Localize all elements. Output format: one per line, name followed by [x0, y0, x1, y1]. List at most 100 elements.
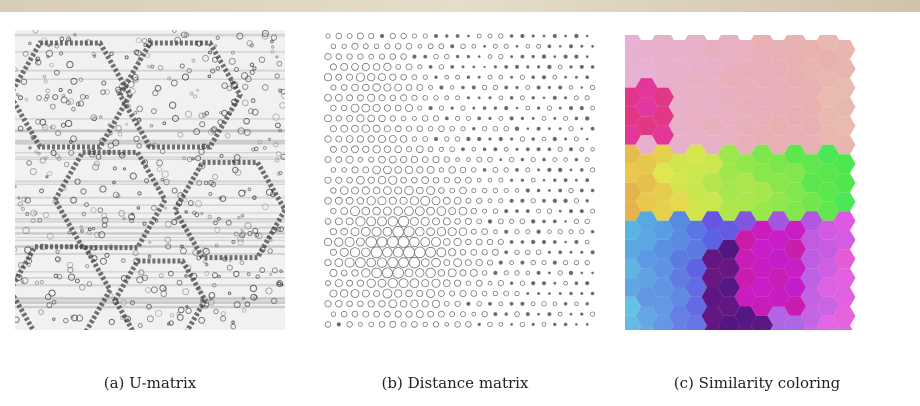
- texture: [519, 136, 526, 142]
- texture: [573, 218, 580, 224]
- texture: [481, 126, 488, 132]
- texture: [413, 246, 426, 259]
- texture: [104, 252, 110, 258]
- texture: [579, 168, 584, 172]
- texture: [196, 180, 203, 186]
- texture: [438, 167, 444, 173]
- texture: [558, 167, 563, 173]
- texture: [455, 54, 460, 59]
- texture: [453, 279, 462, 287]
- texture: [279, 269, 283, 273]
- texture: [48, 289, 56, 297]
- texture: [548, 127, 551, 131]
- texture: [74, 278, 80, 284]
- texture: [154, 218, 159, 223]
- texture: [20, 206, 25, 211]
- texture: [498, 74, 504, 80]
- texture: [767, 154, 790, 174]
- texture: [383, 145, 392, 153]
- texture: [497, 238, 504, 245]
- texture: [436, 226, 447, 237]
- texture: [625, 239, 641, 259]
- texture: [784, 296, 806, 316]
- texture: [412, 54, 417, 59]
- texture: [426, 165, 435, 174]
- texture: [68, 149, 75, 156]
- texture: [453, 197, 462, 205]
- u-matrix-image: [15, 30, 285, 330]
- texture: [487, 321, 493, 328]
- texture: [734, 173, 757, 193]
- texture: [190, 272, 198, 280]
- texture: [335, 300, 343, 308]
- texture: [389, 53, 396, 60]
- texture: [541, 301, 547, 307]
- texture: [487, 177, 493, 183]
- texture: [230, 79, 234, 83]
- texture: [233, 231, 239, 237]
- texture: [476, 156, 483, 163]
- texture: [377, 175, 387, 185]
- texture: [444, 74, 450, 80]
- texture: [91, 245, 97, 251]
- texture: [240, 214, 245, 218]
- texture: [668, 268, 691, 288]
- texture: [625, 258, 641, 278]
- texture: [537, 312, 540, 316]
- texture: [350, 103, 360, 113]
- texture: [201, 247, 208, 253]
- texture: [584, 157, 590, 163]
- texture: [498, 136, 503, 142]
- texture: [421, 156, 429, 163]
- texture: [182, 288, 190, 296]
- texture: [563, 54, 568, 59]
- texture: [100, 212, 108, 219]
- texture: [590, 65, 595, 69]
- texture: [384, 310, 391, 318]
- texture: [701, 59, 724, 79]
- texture: [387, 278, 398, 289]
- texture: [569, 250, 573, 254]
- texture: [230, 323, 237, 330]
- texture: [718, 35, 740, 50]
- texture: [432, 217, 440, 226]
- texture: [552, 240, 557, 244]
- texture: [525, 209, 530, 214]
- texture: [590, 188, 595, 193]
- texture: [187, 200, 194, 206]
- texture: [638, 325, 655, 330]
- texture: [817, 125, 839, 145]
- texture: [504, 85, 509, 90]
- texture: [165, 243, 172, 250]
- texture: [239, 232, 246, 239]
- texture: [530, 177, 536, 183]
- texture: [464, 259, 472, 267]
- texture: [800, 192, 823, 212]
- texture: [151, 108, 157, 115]
- texture: [79, 243, 84, 248]
- texture: [366, 278, 376, 288]
- texture: [701, 306, 724, 326]
- texture: [357, 156, 364, 163]
- texture: [351, 42, 359, 50]
- texture: [121, 258, 126, 263]
- texture: [383, 125, 391, 133]
- texture: [552, 219, 557, 224]
- texture: [585, 322, 589, 326]
- texture: [154, 309, 163, 317]
- texture: [276, 171, 281, 176]
- texture: [784, 220, 806, 240]
- texture: [515, 44, 519, 48]
- texture: [63, 161, 70, 168]
- texture: [476, 197, 483, 204]
- texture: [541, 136, 547, 142]
- texture: [718, 277, 740, 297]
- texture: [751, 239, 773, 259]
- texture: [377, 278, 387, 288]
- texture: [767, 116, 790, 136]
- texture: [122, 216, 126, 221]
- texture: [324, 321, 332, 328]
- texture: [442, 279, 451, 288]
- texture: [168, 320, 174, 326]
- texture: [531, 137, 535, 141]
